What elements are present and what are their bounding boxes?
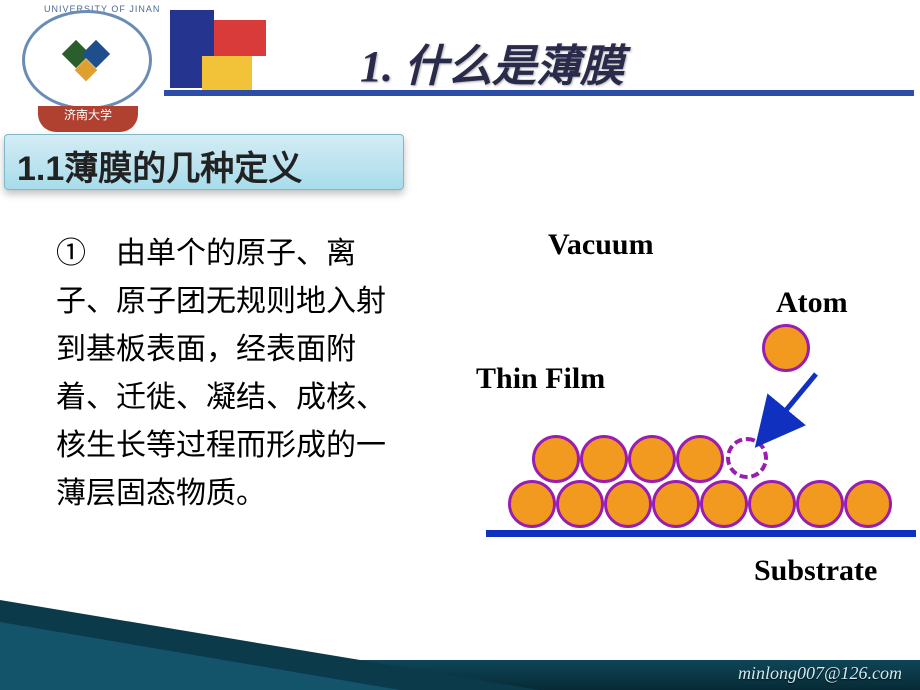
- label-substrate: Substrate: [754, 554, 877, 588]
- label-thin-film: Thin Film: [476, 362, 605, 396]
- university-logo: UNIVERSITY OF JINAN 济南大学: [8, 6, 178, 132]
- title-decor-squares: [170, 10, 290, 100]
- definition-text: ① 由单个的原子、离子、原子团无规则地入射到基板表面，经表面附着、迁徙、凝结、成…: [56, 230, 412, 518]
- thin-film-diagram: Vacuum Atom Thin Film Substrate: [446, 230, 906, 610]
- logo-cn-text: 济南大学: [64, 108, 112, 122]
- atom-circle: [580, 435, 628, 483]
- slide-title: 1. 什么是薄膜: [360, 30, 624, 94]
- title-underline: [164, 90, 914, 96]
- atom-circle: [796, 480, 844, 528]
- atom-circle: [532, 435, 580, 483]
- section-subtitle: 1.1薄膜的几种定义: [4, 134, 404, 190]
- label-vacuum: Vacuum: [548, 228, 654, 262]
- atom-circle: [844, 480, 892, 528]
- atom-circle: [628, 435, 676, 483]
- atom-incoming: [762, 324, 810, 372]
- atom-circle: [556, 480, 604, 528]
- logo-cn-name: 济南大学: [38, 106, 138, 132]
- footer-wedge-inner: [0, 622, 400, 690]
- deposition-arrow: [746, 366, 836, 466]
- atom-circle: [652, 480, 700, 528]
- atom-circle: [676, 435, 724, 483]
- atom-circle: [508, 480, 556, 528]
- substrate-line: [486, 530, 916, 537]
- label-atom: Atom: [776, 286, 848, 320]
- footer-email: minlong007@126.com: [738, 663, 902, 684]
- logo-mark: [64, 40, 108, 84]
- atom-circle: [748, 480, 796, 528]
- atom-circle: [700, 480, 748, 528]
- atom-circle: [604, 480, 652, 528]
